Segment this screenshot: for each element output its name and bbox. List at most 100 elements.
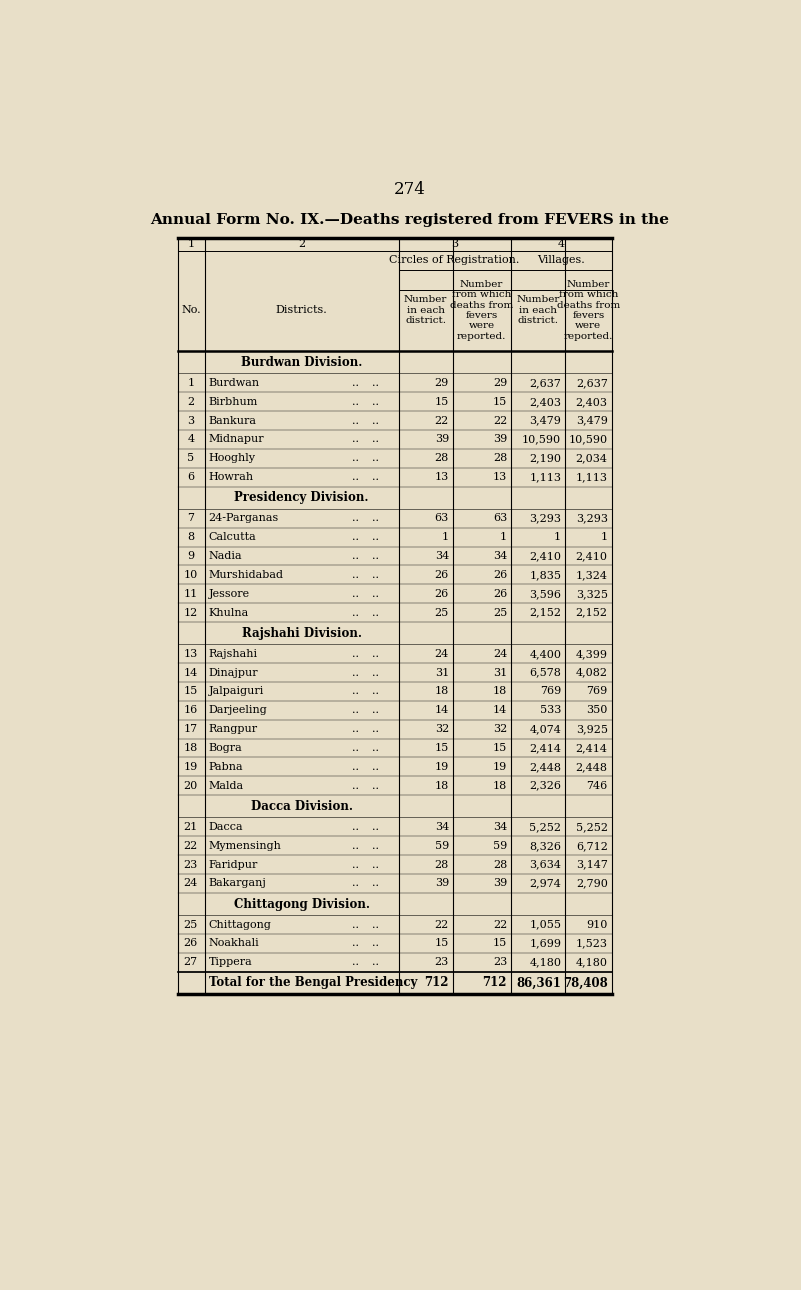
Text: 769: 769 <box>540 686 562 697</box>
Text: 4,400: 4,400 <box>529 649 562 659</box>
Text: 2,403: 2,403 <box>576 397 608 406</box>
Text: 712: 712 <box>482 977 507 989</box>
Text: 25: 25 <box>493 608 507 618</box>
Text: 3,925: 3,925 <box>576 724 608 734</box>
Text: Total for the Bengal Presidency: Total for the Bengal Presidency <box>208 977 417 989</box>
Text: Dinajpur: Dinajpur <box>208 668 258 677</box>
Text: Birbhum: Birbhum <box>208 397 258 406</box>
Text: ..: .. <box>352 822 360 832</box>
Text: 18: 18 <box>435 780 449 791</box>
Text: 7: 7 <box>187 513 195 524</box>
Text: 712: 712 <box>425 977 449 989</box>
Text: 5: 5 <box>187 453 195 463</box>
Text: 17: 17 <box>183 724 198 734</box>
Text: 24: 24 <box>493 649 507 659</box>
Text: ..: .. <box>372 859 379 869</box>
Text: Bakarganj: Bakarganj <box>208 878 267 889</box>
Text: Chittagong: Chittagong <box>208 920 272 930</box>
Text: 12: 12 <box>183 608 198 618</box>
Text: ..: .. <box>372 378 379 388</box>
Text: ..: .. <box>352 780 360 791</box>
Text: ..: .. <box>352 706 360 716</box>
Text: 1: 1 <box>187 378 195 388</box>
Text: 2,410: 2,410 <box>529 551 562 561</box>
Text: ..: .. <box>352 435 360 445</box>
Text: 22: 22 <box>183 841 198 850</box>
Text: 25: 25 <box>183 920 198 930</box>
Text: 24: 24 <box>435 649 449 659</box>
Text: Bogra: Bogra <box>208 743 243 753</box>
Text: ..: .. <box>352 378 360 388</box>
Text: 5,252: 5,252 <box>576 822 608 832</box>
Text: 19: 19 <box>183 762 198 771</box>
Text: 22: 22 <box>493 415 507 426</box>
Text: 2,637: 2,637 <box>529 378 562 388</box>
Text: ..: .. <box>372 415 379 426</box>
Text: Malda: Malda <box>208 780 244 791</box>
Text: 3,479: 3,479 <box>576 415 608 426</box>
Text: 6,578: 6,578 <box>529 668 562 677</box>
Text: ..: .. <box>352 724 360 734</box>
Text: ..: .. <box>372 957 379 968</box>
Text: 32: 32 <box>435 724 449 734</box>
Text: 11: 11 <box>183 588 198 599</box>
Text: 2,152: 2,152 <box>529 608 562 618</box>
Text: Nadia: Nadia <box>208 551 242 561</box>
Text: 18: 18 <box>183 743 198 753</box>
Text: Districts.: Districts. <box>276 306 328 315</box>
Text: ..: .. <box>372 841 379 850</box>
Text: Rajshahi Division.: Rajshahi Division. <box>242 627 361 640</box>
Text: Darjeeling: Darjeeling <box>208 706 268 716</box>
Text: 13: 13 <box>183 649 198 659</box>
Text: Annual Form No. IX.—Deaths registered from FEVERS in the: Annual Form No. IX.—Deaths registered fr… <box>151 213 670 227</box>
Text: 15: 15 <box>435 743 449 753</box>
Text: ..: .. <box>352 588 360 599</box>
Text: 2: 2 <box>187 397 195 406</box>
Text: ..: .. <box>372 762 379 771</box>
Text: ..: .. <box>372 397 379 406</box>
Text: ..: .. <box>372 920 379 930</box>
Text: 6,712: 6,712 <box>576 841 608 850</box>
Text: 4,074: 4,074 <box>529 724 562 734</box>
Text: 1: 1 <box>500 533 507 542</box>
Text: 1,113: 1,113 <box>529 472 562 482</box>
Text: ..: .. <box>352 453 360 463</box>
Text: ..: .. <box>352 920 360 930</box>
Text: 31: 31 <box>493 668 507 677</box>
Text: Dacca: Dacca <box>208 822 244 832</box>
Text: ..: .. <box>352 649 360 659</box>
Text: 769: 769 <box>586 686 608 697</box>
Text: 910: 910 <box>586 920 608 930</box>
Text: 24-Parganas: 24-Parganas <box>208 513 279 524</box>
Text: ..: .. <box>372 878 379 889</box>
Text: ..: .. <box>372 608 379 618</box>
Text: 4,180: 4,180 <box>576 957 608 968</box>
Text: Pabna: Pabna <box>208 762 244 771</box>
Text: Burdwan: Burdwan <box>208 378 260 388</box>
Text: ..: .. <box>352 686 360 697</box>
Text: Khulna: Khulna <box>208 608 249 618</box>
Text: ..: .. <box>372 453 379 463</box>
Text: ..: .. <box>352 533 360 542</box>
Text: 23: 23 <box>183 859 198 869</box>
Text: 14: 14 <box>493 706 507 716</box>
Text: 2,190: 2,190 <box>529 453 562 463</box>
Text: ..: .. <box>352 472 360 482</box>
Text: 23: 23 <box>493 957 507 968</box>
Text: 3,634: 3,634 <box>529 859 562 869</box>
Text: 59: 59 <box>493 841 507 850</box>
Text: ..: .. <box>352 762 360 771</box>
Text: 15: 15 <box>493 939 507 948</box>
Text: 2,974: 2,974 <box>529 878 562 889</box>
Text: 78,408: 78,408 <box>563 977 608 989</box>
Text: 2,414: 2,414 <box>529 743 562 753</box>
Text: 14: 14 <box>435 706 449 716</box>
Text: ..: .. <box>372 551 379 561</box>
Text: Circles of Registration.: Circles of Registration. <box>389 255 520 266</box>
Text: 2,152: 2,152 <box>576 608 608 618</box>
Text: 1: 1 <box>601 533 608 542</box>
Text: 34: 34 <box>493 822 507 832</box>
Text: 1: 1 <box>441 533 449 542</box>
Text: Hooghly: Hooghly <box>208 453 256 463</box>
Text: 15: 15 <box>493 397 507 406</box>
